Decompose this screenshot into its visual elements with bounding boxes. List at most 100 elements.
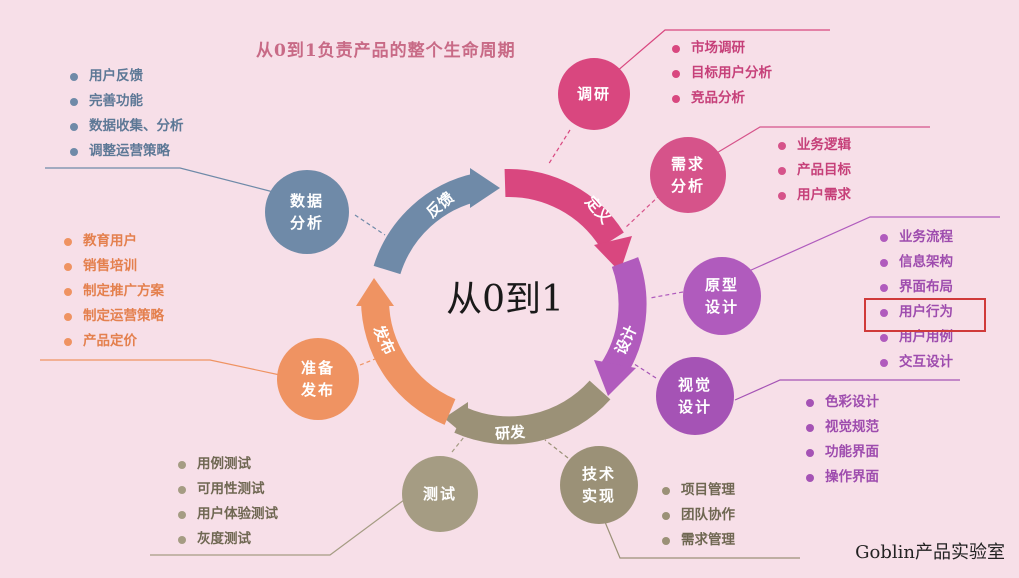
- design-arc: [600, 257, 647, 380]
- bullet-icon: [64, 337, 72, 346]
- requirements-list: 业务逻辑 产品目标 用户需求: [778, 133, 851, 208]
- bullet-icon: [806, 423, 814, 432]
- bullet-icon: [70, 72, 78, 81]
- list-item: 用户反馈: [70, 64, 184, 89]
- develop-label: 研发: [494, 423, 526, 444]
- release-arrow: [356, 278, 394, 306]
- bullet-icon: [64, 262, 72, 271]
- node-data-label: 数据 分析: [289, 191, 324, 233]
- list-item: 产品定价: [64, 329, 164, 354]
- bullet-icon: [880, 233, 888, 242]
- bullet-icon: [806, 473, 814, 482]
- develop-arrow: [444, 402, 468, 438]
- list-item: 需求管理: [662, 528, 735, 553]
- launch-list: 教育用户 销售培训 制定推广方案 制定运营策略 产品定价: [64, 229, 164, 354]
- data-dash: [354, 214, 386, 236]
- list-item: 界面布局: [880, 275, 953, 300]
- bullet-icon: [178, 460, 186, 469]
- bullet-icon: [880, 308, 888, 317]
- list-item: 教育用户: [64, 229, 164, 254]
- visual-connector: [734, 379, 960, 401]
- test-list: 用例测试 可用性测试 用户体验测试 灰度测试: [178, 452, 278, 552]
- list-item: 视觉规范: [806, 415, 879, 440]
- feedback-arc: [373, 173, 482, 275]
- research-dash: [547, 129, 571, 166]
- test-connector: [150, 496, 409, 556]
- list-item: 团队协作: [662, 503, 735, 528]
- list-item: 操作界面: [806, 465, 879, 490]
- list-item: 产品目标: [778, 158, 851, 183]
- diagram-title: 从0到1负责产品的整个生命周期: [256, 41, 516, 61]
- node-visual: 视觉 设计: [656, 357, 734, 435]
- node-tech-label: 技术 实现: [581, 464, 616, 506]
- brand-watermark: Goblin产品实验室: [855, 542, 1005, 563]
- node-requirements: 需求 分析: [650, 137, 726, 213]
- list-item: 销售培训: [64, 254, 164, 279]
- bullet-icon: [672, 69, 680, 78]
- node-test-label: 测试: [422, 484, 457, 503]
- list-item: 业务流程: [880, 225, 953, 250]
- list-item: 色彩设计: [806, 390, 879, 415]
- requirements-dash: [624, 194, 661, 229]
- tech-list: 项目管理 团队协作 需求管理: [662, 478, 735, 553]
- bullet-icon: [70, 122, 78, 131]
- list-item: 调整运营策略: [70, 139, 184, 164]
- node-research-label: 调研: [576, 84, 611, 103]
- feedback-arrow: [470, 168, 500, 208]
- prototype-dash: [649, 291, 684, 299]
- research-list: 市场调研 目标用户分析 竞品分析: [672, 36, 772, 111]
- node-data: 数据 分析: [265, 170, 349, 254]
- bullet-icon: [672, 44, 680, 53]
- develop-arc: [454, 380, 611, 445]
- node-tech: 技术 实现: [560, 446, 638, 524]
- node-visual-label: 视觉 设计: [677, 375, 712, 417]
- center-label: 从0到1: [446, 279, 564, 320]
- visual-dash: [627, 359, 657, 379]
- bullet-icon: [178, 485, 186, 494]
- bullet-icon: [806, 448, 814, 457]
- design-arrow: [594, 360, 636, 396]
- list-item: 用户用例: [880, 325, 953, 350]
- bullet-icon: [880, 283, 888, 292]
- list-item: 制定推广方案: [64, 279, 164, 304]
- node-research: 调研: [558, 58, 630, 130]
- bullet-icon: [662, 536, 670, 545]
- node-test: 测试: [402, 456, 478, 532]
- define-arc: [504, 168, 624, 248]
- bullet-icon: [70, 97, 78, 106]
- requirements-connector: [704, 126, 930, 161]
- list-item: 用户行为: [880, 300, 953, 325]
- list-item: 可用性测试: [178, 477, 278, 502]
- list-item: 市场调研: [672, 36, 772, 61]
- bullet-icon: [178, 510, 186, 519]
- list-item: 用例测试: [178, 452, 278, 477]
- bullet-icon: [880, 258, 888, 267]
- bullet-icon: [64, 287, 72, 296]
- tech-connector: [599, 509, 800, 559]
- list-item: 目标用户分析: [672, 61, 772, 86]
- data-list: 用户反馈 完善功能 数据收集、分析 调整运营策略: [70, 64, 184, 164]
- node-requirements-label: 需求 分析: [670, 154, 705, 196]
- node-prototype-label: 原型 设计: [704, 275, 739, 317]
- list-item: 制定运营策略: [64, 304, 164, 329]
- node-prototype: 原型 设计: [683, 257, 761, 335]
- bullet-icon: [662, 511, 670, 520]
- bullet-icon: [662, 486, 670, 495]
- list-item: 数据收集、分析: [70, 114, 184, 139]
- data-connector: [45, 167, 286, 196]
- bullet-icon: [778, 191, 786, 200]
- bullet-icon: [880, 333, 888, 342]
- visual-list: 色彩设计 视觉规范 功能界面 操作界面: [806, 390, 879, 490]
- list-item: 功能界面: [806, 440, 879, 465]
- list-item: 信息架构: [880, 250, 953, 275]
- list-item: 灰度测试: [178, 527, 278, 552]
- list-item: 项目管理: [662, 478, 735, 503]
- prototype-list: 业务流程 信息架构 界面布局 用户行为 用户用例 交互设计: [880, 225, 953, 375]
- bullet-icon: [178, 535, 186, 544]
- bullet-icon: [672, 94, 680, 103]
- release-arc: [361, 299, 456, 425]
- tech-dash: [544, 439, 569, 459]
- launch-connector: [40, 359, 281, 376]
